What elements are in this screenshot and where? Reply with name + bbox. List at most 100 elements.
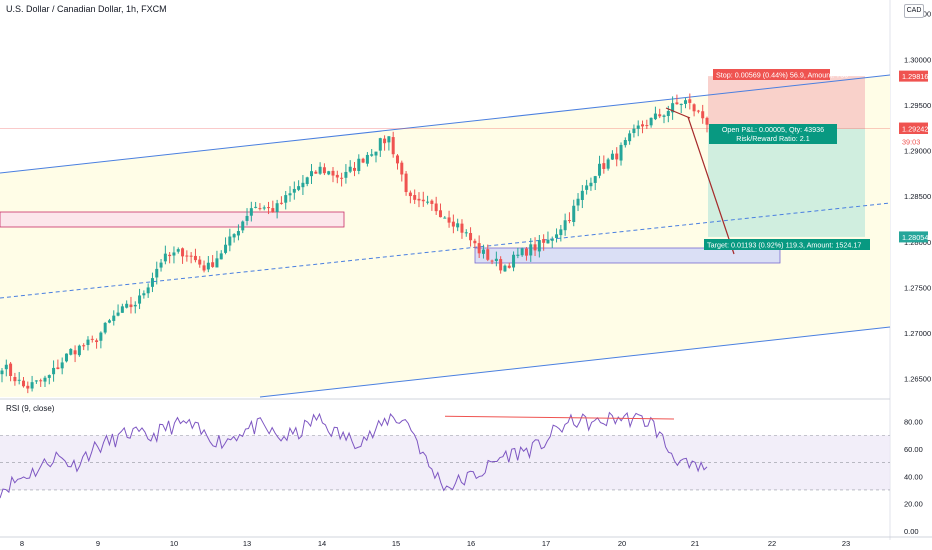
candle-body [443, 217, 447, 219]
candle-body [692, 104, 696, 112]
candle-body [705, 117, 709, 125]
projection-start [665, 107, 691, 119]
candle-body [322, 167, 326, 174]
candle-body [99, 332, 103, 341]
candle-body [125, 303, 129, 308]
candle-body [649, 117, 653, 126]
candle-body [684, 100, 688, 104]
candle-body [542, 239, 546, 243]
candle-body [39, 380, 43, 382]
candle-body [520, 248, 524, 256]
channel-mid-line [0, 202, 891, 299]
candle-body [241, 221, 245, 231]
candle-body [417, 198, 421, 201]
stop-label: Stop: 0.00569 (0.44%) 56.9, Amount: 750 [716, 71, 848, 80]
candle-body [641, 124, 645, 127]
candle-body [559, 229, 563, 236]
candle-body [387, 136, 391, 143]
candle-body [314, 171, 318, 174]
candle-body [555, 234, 559, 238]
candle-body [219, 253, 223, 260]
candle-body [451, 221, 455, 227]
rsi-tick-label: 0.00 [904, 527, 919, 536]
candle-body [327, 171, 331, 175]
y-tick-label: 1.27500 [904, 283, 931, 292]
candle-body [456, 223, 460, 228]
candle-body [4, 364, 8, 370]
price-badge [899, 123, 928, 135]
candle-body [60, 362, 64, 369]
candle-body [34, 380, 38, 382]
candle-body [249, 208, 253, 216]
candle-body [585, 185, 589, 190]
candle-body [271, 208, 275, 213]
open-pnl-label: Open P&L: 0.00005, Qty: 43936 [722, 125, 824, 134]
x-tick-label: 8 [20, 539, 24, 548]
candle-body [189, 255, 193, 257]
candle-body [404, 173, 408, 193]
candle-body [494, 258, 498, 262]
candle-body [675, 102, 679, 105]
target-zone [708, 128, 865, 237]
candle-body [537, 240, 541, 252]
candle-body [645, 125, 649, 127]
candle-body [288, 193, 292, 196]
candle-body [318, 166, 322, 174]
candle-body [13, 376, 17, 382]
candle-body [503, 265, 507, 272]
candle-body [215, 258, 219, 268]
x-tick-label: 23 [842, 539, 850, 548]
candle-body [254, 206, 258, 208]
candle-body [258, 208, 262, 210]
candle-body [469, 233, 473, 241]
candle-body [572, 205, 576, 223]
candle-body [619, 144, 623, 161]
candle-body [658, 114, 662, 117]
candle-body [615, 153, 619, 160]
candle-body [129, 304, 133, 308]
candle-body [284, 195, 288, 203]
candle-body [77, 345, 81, 356]
candle-body [546, 239, 550, 244]
currency-button[interactable]: CAD [904, 4, 924, 18]
pnl-label-box [709, 124, 837, 144]
candle-body [275, 203, 279, 212]
candle-body [395, 155, 399, 164]
candle-body [533, 244, 537, 251]
y-tick-label: 1.29000 [904, 147, 931, 156]
price-badge [899, 70, 928, 82]
candle-body [340, 177, 344, 179]
price-badge [899, 231, 928, 243]
x-tick-label: 22 [768, 539, 776, 548]
candle-body [279, 202, 283, 204]
y-tick-label: 1.28500 [904, 192, 931, 201]
x-tick-label: 21 [691, 539, 699, 548]
rsi-divergence-line [444, 415, 675, 420]
candle-body [563, 220, 567, 231]
candle-body [576, 198, 580, 206]
rsi-title: RSI (9, close) [6, 404, 55, 413]
candle-body [64, 353, 68, 362]
candle-body [0, 370, 4, 375]
candle-body [301, 182, 305, 188]
rsi-tick-label: 80.00 [904, 418, 923, 427]
candle-body [666, 111, 670, 117]
candle-body [632, 128, 636, 134]
candle-body [365, 154, 369, 164]
candle-body [133, 304, 137, 307]
candle-body [348, 166, 352, 172]
candle-body [232, 234, 236, 238]
price-badge-label: 39:03 [902, 137, 920, 146]
candle-body [464, 232, 468, 234]
candle-body [507, 265, 511, 268]
candle-body [236, 231, 240, 236]
candle-body [593, 176, 597, 183]
y-tick-label: 1.27000 [904, 329, 931, 338]
candle-body [305, 177, 309, 185]
candle-body [30, 382, 34, 389]
candle-body [9, 363, 13, 376]
candle-body [155, 268, 159, 278]
candle-body [391, 137, 395, 155]
